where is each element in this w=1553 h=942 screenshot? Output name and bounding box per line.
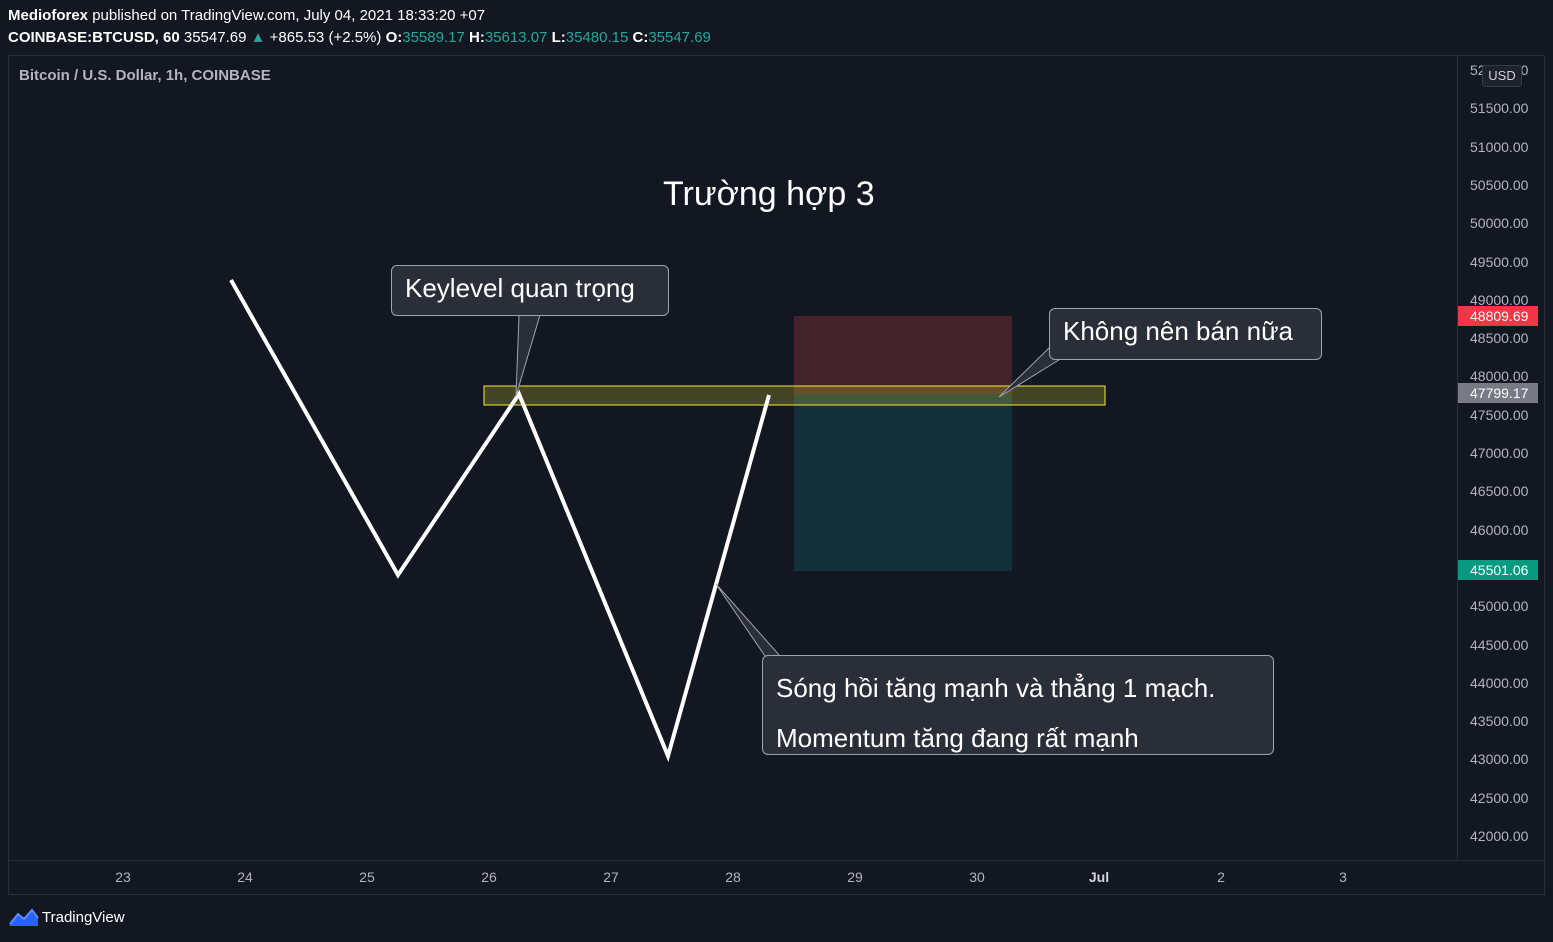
price-axis-label: 50500.00 <box>1470 176 1529 193</box>
price-axis-label: 48000.00 <box>1470 368 1529 385</box>
time-axis-label: 25 <box>359 869 375 885</box>
last-price: 35547.69 <box>183 29 247 46</box>
price-axis-label: 49500.00 <box>1470 253 1529 270</box>
price-axis-label: 48500.00 <box>1470 330 1529 347</box>
price-axis-label: 42500.00 <box>1470 789 1529 806</box>
open-value: 35589.17 <box>402 29 465 46</box>
close-value: 35547.69 <box>648 29 711 46</box>
tradingview-logo-icon[interactable] <box>8 906 40 928</box>
symbol-label[interactable]: COINBASE:BTCUSD, 60 <box>8 29 180 46</box>
chart-annotation-title[interactable]: Trường hợp 3 <box>663 175 875 213</box>
high-label: H: <box>468 29 485 46</box>
time-axis[interactable] <box>9 860 1544 895</box>
wave-callout-line1: Sóng hồi tăng mạnh và thẳng 1 mạch. <box>776 673 1216 703</box>
price-axis-label: 44500.00 <box>1470 636 1529 653</box>
price-axis-label: 50000.00 <box>1470 215 1529 232</box>
price-axis-label: 47000.00 <box>1470 445 1529 461</box>
keylevel-rectangle[interactable] <box>483 385 1106 406</box>
time-axis-label: 24 <box>237 869 253 885</box>
wave-callout[interactable]: Sóng hồi tăng mạnh và thẳng 1 mạch. Mome… <box>762 655 1274 755</box>
price-axis-label: 46500.00 <box>1470 483 1529 500</box>
price-axis-label: 47500.00 <box>1470 406 1529 423</box>
author-name[interactable]: Medioforex <box>8 7 89 24</box>
price-axis-label: 44000.00 <box>1470 674 1529 691</box>
footer <box>0 896 1553 942</box>
keylevel-callout[interactable]: Keylevel quan trọng <box>391 265 669 316</box>
time-axis-label: 2 <box>1217 869 1225 885</box>
price-axis-label: 43500.00 <box>1470 713 1529 730</box>
pane-title: Bitcoin / U.S. Dollar, 1h, COINBASE <box>19 67 271 84</box>
time-axis-label: 30 <box>969 869 985 885</box>
tradingview-brand[interactable]: TradingView <box>42 909 125 926</box>
low-label: L: <box>551 29 566 46</box>
entry-price-tag: 47799.17 <box>1458 383 1538 403</box>
time-axis-label: 3 <box>1339 869 1347 885</box>
price-axis-label: 43000.00 <box>1470 751 1529 768</box>
currency-button[interactable]: USD <box>1482 65 1522 87</box>
time-axis-label: 26 <box>481 869 497 885</box>
time-axis-label: Jul <box>1088 869 1110 885</box>
price-axis-label: 46000.00 <box>1470 521 1529 538</box>
price-axis-label: 42000.00 <box>1470 828 1529 844</box>
publish-info: Medioforex published on TradingView.com,… <box>8 7 485 24</box>
zigzag-path[interactable] <box>229 279 771 763</box>
published-text: published on TradingView.com, July 04, 2… <box>92 7 486 24</box>
price-axis-label: 51500.00 <box>1470 100 1529 117</box>
keylevel-callout-pointer <box>515 314 541 397</box>
time-axis-label: 27 <box>603 869 619 885</box>
price-axis-label: 45000.00 <box>1470 598 1529 615</box>
keylevel-callout-text: Keylevel quan trọng <box>405 273 635 303</box>
wave-callout-pointer <box>715 583 782 657</box>
open-label: O: <box>385 29 403 46</box>
chart-header <box>0 0 1553 55</box>
price-axis[interactable] <box>1457 56 1545 860</box>
symbol-info: COINBASE:BTCUSD, 60 35547.69 ▲ +865.53 (… <box>8 29 711 46</box>
time-axis-label: 28 <box>725 869 741 885</box>
price-axis-label: 49000.00 <box>1470 291 1529 308</box>
wave-callout-line2: Momentum tăng đang rất mạnh <box>776 723 1139 753</box>
chart-pane[interactable] <box>8 55 1545 895</box>
close-label: C: <box>632 29 649 46</box>
time-axis-label: 29 <box>847 869 863 885</box>
stop-price-tag: 48809.69 <box>1458 306 1538 326</box>
price-axis-label: 51000.00 <box>1470 138 1529 155</box>
up-arrow-icon: ▲ <box>250 29 266 46</box>
no-sell-callout-text: Không nên bán nữa <box>1063 316 1293 346</box>
low-value: 35480.15 <box>565 29 629 46</box>
no-sell-callout[interactable]: Không nên bán nữa <box>1049 308 1322 360</box>
target-price-tag: 45501.06 <box>1458 560 1538 580</box>
stop-loss-zone[interactable] <box>794 316 1012 394</box>
price-change: +865.53 (+2.5%) <box>269 29 382 46</box>
time-axis-label: 23 <box>115 869 131 885</box>
take-profit-zone[interactable] <box>794 394 1012 571</box>
high-value: 35613.07 <box>484 29 548 46</box>
